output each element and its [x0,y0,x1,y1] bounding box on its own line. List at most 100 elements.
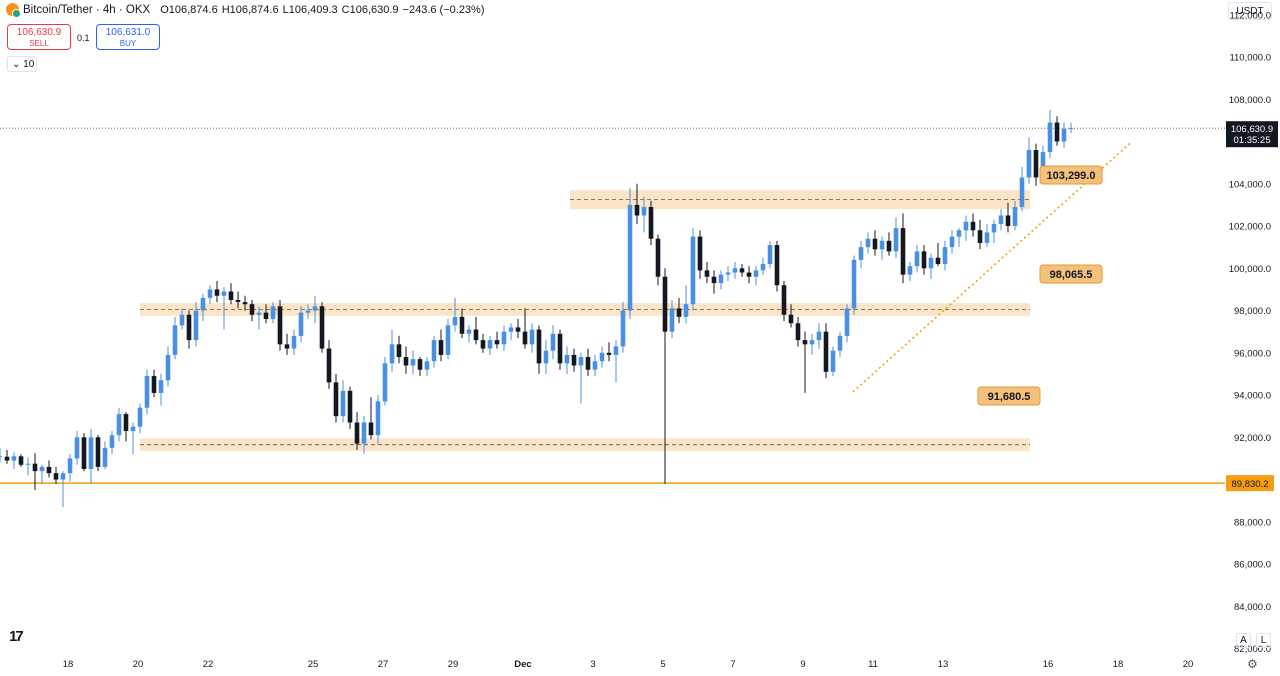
candle-body [620,310,626,347]
candle-body [886,240,892,252]
candles-layer [0,109,1074,507]
candle-body [396,344,402,358]
candle-body [550,333,556,351]
candle-body [326,348,332,383]
candle-body [935,257,941,265]
candle-body [480,340,486,349]
candle-body [1047,122,1053,153]
candle-body [11,456,17,461]
x-tick-label: 27 [378,659,389,670]
candle-body [1068,128,1074,130]
tradingview-logo-icon[interactable]: 17 [9,628,24,645]
candle-body [606,352,612,355]
candle-body [515,327,521,332]
candle-body [242,302,248,305]
candle-body [151,376,157,393]
log-scale-button[interactable]: L [1256,633,1271,648]
candle-body [984,232,990,243]
y-tick-label: 86,000.0 [1234,560,1271,571]
candle-body [641,207,647,216]
candle-body [739,268,745,273]
candle-body [116,414,122,436]
sell-button[interactable]: 106,630.9 SELL [7,24,71,50]
candle-body [102,447,108,467]
candle-body [774,245,780,286]
candle-body [578,357,584,366]
x-tick-label: 5 [660,659,665,670]
zone-price-text: 98,065.5 [1050,269,1093,281]
zone-price-label [1039,264,1103,284]
candle-body [95,437,101,467]
candle-body [186,314,192,341]
spread-value: 0.1 [77,33,90,43]
candle-body [732,268,738,273]
ohlc-low: L106,409.3 [282,3,338,16]
candle-body [529,329,535,345]
y-tick-label: 94,000.0 [1234,391,1271,402]
candle-body [823,331,829,372]
candle-body [564,354,570,364]
candle-body [361,422,367,444]
labels-layer: 103,299.0 98,065.5 91,680.5 89,830.2 106,630… [977,121,1278,492]
candle-body [879,240,885,250]
candle-body [340,390,346,417]
candle-body [452,316,458,326]
gear-icon[interactable]: ⚙ [1247,657,1258,671]
currency-selector[interactable]: USDT [1228,2,1272,20]
y-tick-label: 110,000.0 [1229,53,1271,64]
candle-body [158,380,164,393]
y-tick-label: 98,000.0 [1234,306,1271,317]
y-tick-label: 82,000.0 [1234,644,1271,655]
candle-body [837,335,843,351]
indicators-toggle[interactable]: ⌄ 10 [7,56,37,72]
zone-rect [570,190,1030,210]
ohlc-open: O106,874.6 [160,3,218,16]
candle-body [1040,152,1046,178]
y-tick-label: 100,000.0 [1229,264,1271,275]
candle-body [781,285,787,315]
candle-body [389,344,395,364]
candle-body [60,473,66,480]
candle-body [830,350,836,372]
candle-body [1054,122,1060,142]
last-price-text: 106,630.9 [1231,124,1273,135]
candle-body [431,340,437,362]
candle-body [298,312,304,336]
chevron-down-icon: ⌄ [12,59,21,70]
candle-body [536,329,542,364]
candle-body [599,352,605,362]
candle-body [214,289,220,296]
candle-body [417,359,423,370]
candle-body [907,266,913,275]
candle-body [165,354,171,381]
x-tick-label: 9 [800,659,805,670]
auto-scale-button[interactable]: A [1236,633,1251,648]
candle-body [998,215,1004,224]
candle-body [662,276,668,332]
symbol-title[interactable]: Bitcoin/Tether · 4h · OKX [23,3,151,16]
x-tick-label: 29 [448,659,459,670]
sell-label: SELL [29,39,49,48]
candle-body [487,340,493,349]
candle-body [900,228,906,275]
candle-body [977,230,983,243]
candle-body [193,310,199,341]
candle-body [368,422,374,436]
candle-body [914,251,920,267]
zone-price-text: 103,299.0 [1047,170,1096,182]
y-tick-label: 104,000.0 [1229,179,1271,190]
zone-price-text: 91,680.5 [988,391,1031,403]
candle-body [508,327,514,332]
candle-body [424,361,430,370]
candle-body [690,236,696,305]
candle-body [354,422,360,444]
candle-body [928,257,934,269]
candle-body [403,357,409,366]
candle-body [172,325,178,355]
x-tick-label: 18 [1113,659,1124,670]
candle-body [711,276,717,284]
candle-body [697,236,703,271]
buy-button[interactable]: 106,631.0 BUY [96,24,160,50]
candle-body [347,390,353,423]
